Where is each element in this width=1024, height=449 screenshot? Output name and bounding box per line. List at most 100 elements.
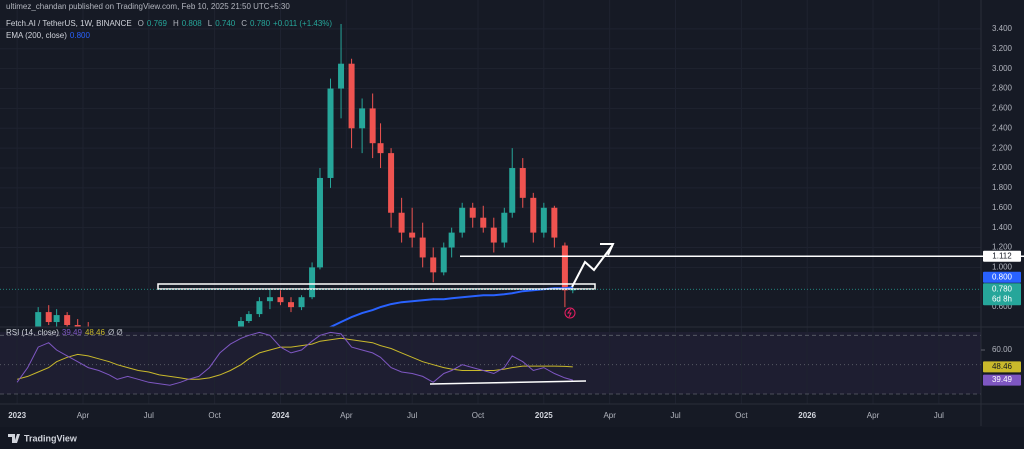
- rsi-badge: 39.49: [992, 375, 1013, 384]
- brand: TradingView: [24, 433, 78, 443]
- x-tick-label: Apr: [340, 411, 353, 420]
- y-tick-label: 0.600: [992, 302, 1013, 311]
- last-price-badge-bg: [983, 283, 1021, 306]
- y-tick-label: 3.400: [992, 24, 1013, 33]
- ema-line: [327, 286, 573, 327]
- y-tick-label: 2.000: [992, 163, 1013, 172]
- y-tick-label: 2.400: [992, 123, 1013, 132]
- rsi-badge-bg: [983, 374, 1021, 386]
- support-zone: [157, 283, 596, 290]
- candle-body: [369, 108, 376, 144]
- ohlc-legend-item: L: [207, 19, 213, 28]
- candle-body: [327, 88, 334, 178]
- ohlc-legend-item: 0.740: [215, 19, 236, 28]
- last-price-badge: 0.780: [992, 284, 1013, 293]
- candle-body: [519, 168, 526, 198]
- symbol-title: Fetch.AI / TetherUS, 1W, BINANCE: [6, 19, 132, 28]
- y-tick-label: 2.800: [992, 84, 1013, 93]
- y-tick-label: 1.600: [992, 203, 1013, 212]
- projection-arrow: [571, 245, 613, 288]
- y-tick-label: 3.000: [992, 64, 1013, 73]
- x-tick-label: Oct: [208, 411, 221, 420]
- candle-body: [256, 301, 263, 315]
- y-tick-label: 1.800: [992, 183, 1013, 192]
- x-tick-label: 2024: [272, 411, 290, 420]
- ema-legend: EMA (200, close) 0.800: [6, 31, 90, 40]
- candle-body: [64, 315, 71, 326]
- rsi-band-fill: [0, 332, 981, 394]
- y-tick-label: 2.600: [992, 104, 1013, 113]
- published-line: ultimez_chandan published on TradingView…: [6, 2, 290, 11]
- ohlc-legend-item: O: [137, 19, 144, 28]
- rsi-ma-badge-bg: [983, 361, 1021, 373]
- ohlc-legend-item: 0.780: [250, 19, 271, 28]
- event-icon: [564, 307, 576, 319]
- candle-body: [316, 177, 323, 268]
- ema-badge-bg: [983, 271, 1021, 283]
- ema-name: EMA (200, close): [6, 31, 67, 40]
- candle-body: [540, 207, 547, 233]
- candle-body: [448, 232, 455, 248]
- ema-badge: 0.800: [992, 272, 1013, 281]
- candle-body: [348, 63, 355, 129]
- brand-logo: [8, 434, 20, 443]
- x-tick-label: Jul: [407, 411, 417, 420]
- x-tick-label: 2023: [8, 411, 26, 420]
- ohlc-legend-item: 0.769: [146, 19, 167, 28]
- rsi-line: [16, 331, 573, 386]
- level-badge-bg: [983, 250, 1021, 262]
- x-tick-label: Jul: [934, 411, 944, 420]
- candle-body: [501, 212, 508, 243]
- x-tick-label: Oct: [472, 411, 485, 420]
- y-tick-label: 3.200: [992, 44, 1013, 53]
- ohlc-legend-item: H: [172, 19, 179, 28]
- candle-body: [245, 314, 252, 322]
- candle-body: [430, 257, 437, 273]
- rsi-ma-badge: 48.46: [992, 362, 1013, 371]
- x-tick-label: 2026: [798, 411, 816, 420]
- y-tick-label: 1.200: [992, 243, 1013, 252]
- x-tick-label: Oct: [735, 411, 748, 420]
- level-badge: 1.112: [992, 251, 1012, 260]
- candle-body: [409, 232, 416, 238]
- grid: [0, 0, 981, 404]
- candle-body: [53, 315, 60, 323]
- candle-body: [551, 207, 558, 238]
- x-tick-label: Jul: [670, 411, 680, 420]
- x-tick-label: Apr: [603, 411, 616, 420]
- candle-body: [266, 297, 273, 302]
- candle-body: [469, 207, 476, 218]
- candle-body: [440, 247, 447, 273]
- x-tick-label: 2025: [535, 411, 553, 420]
- rsi-ma-value: 48.46: [84, 328, 105, 337]
- ema-value: 0.800: [69, 31, 90, 40]
- rsi-value: 39.49: [61, 328, 82, 337]
- candle-body: [377, 143, 384, 154]
- rsi-legend: RSI (14, close) 39.49 48.46 Ø Ø: [6, 328, 123, 337]
- rsi-pane: [0, 331, 981, 395]
- candle-body: [480, 217, 487, 228]
- candle-body: [561, 245, 568, 291]
- symbol-legend: Fetch.AI / TetherUS, 1W, BINANCE O 0.769 H…: [6, 19, 332, 28]
- rsi-extra: Ø Ø: [107, 328, 123, 337]
- x-tick-label: Apr: [867, 411, 880, 420]
- candle-body: [298, 297, 305, 308]
- candle-body: [419, 237, 426, 258]
- ohlc-legend-item: +0.011 (+1.43%): [273, 19, 333, 28]
- ohlc-legend-item: C: [241, 19, 248, 28]
- candle-body: [509, 168, 516, 213]
- footer: [0, 427, 1024, 449]
- ohlc-legend-item: 0.808: [181, 19, 202, 28]
- published: ultimez_chandan published on TradingView…: [6, 2, 290, 11]
- arrow-head: [600, 243, 615, 256]
- y-tick-label: 2.200: [992, 143, 1013, 152]
- candle-body: [309, 267, 316, 298]
- x-tick-label: Jul: [144, 411, 154, 420]
- candle-body: [388, 153, 395, 213]
- candle-body: [277, 297, 284, 303]
- countdown: 6d 8h: [992, 294, 1012, 303]
- candle-body: [459, 207, 466, 233]
